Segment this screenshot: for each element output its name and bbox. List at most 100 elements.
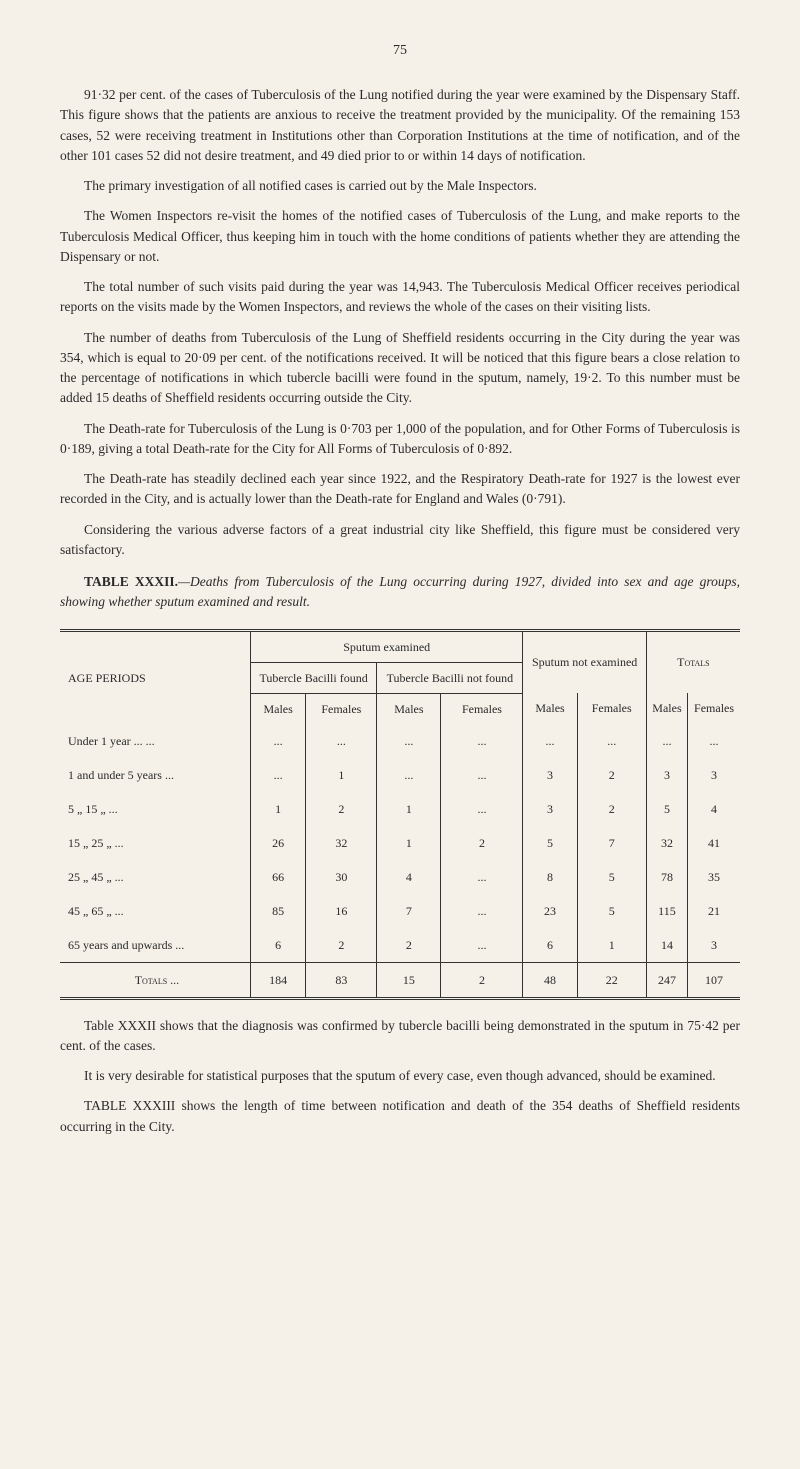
th-females: Females	[306, 693, 377, 724]
cell-totals-label: Totals ...	[60, 962, 250, 998]
cell-value: 3	[646, 758, 687, 792]
table-row: 5 „ 15 „ ...121...3254	[60, 792, 740, 826]
cell-value: 1	[377, 826, 441, 860]
th-males: Males	[377, 693, 441, 724]
cell-age: 1 and under 5 years ...	[60, 758, 250, 792]
cell-value: 3	[523, 792, 577, 826]
cell-total-value: 107	[688, 962, 740, 998]
th-age: AGE PERIODS	[60, 630, 250, 724]
cell-value: 8	[523, 860, 577, 894]
cell-value: 5	[577, 860, 646, 894]
cell-value: 2	[377, 928, 441, 963]
footer-paragraph: TABLE XXXIII shows the length of time be…	[60, 1096, 740, 1137]
cell-age: 45 „ 65 „ ...	[60, 894, 250, 928]
th-females: Females	[688, 693, 740, 724]
cell-value: 1	[377, 792, 441, 826]
table-body: Under 1 year ... .......................…	[60, 724, 740, 999]
cell-value: 30	[306, 860, 377, 894]
cell-value: ...	[441, 792, 523, 826]
cell-total-value: 15	[377, 962, 441, 998]
cell-value: ...	[250, 758, 305, 792]
page-number: 75	[60, 40, 740, 61]
cell-value: 7	[577, 826, 646, 860]
cell-total-value: 2	[441, 962, 523, 998]
cell-value: 2	[577, 792, 646, 826]
th-sputum-examined: Sputum examined	[250, 630, 523, 662]
table-row: 45 „ 65 „ ...85167...23511521	[60, 894, 740, 928]
cell-value: 6	[250, 928, 305, 963]
cell-value: 14	[646, 928, 687, 963]
cell-value: 2	[306, 928, 377, 963]
cell-value: ...	[441, 724, 523, 758]
cell-value: 2	[306, 792, 377, 826]
cell-value: ...	[441, 894, 523, 928]
th-males: Males	[250, 693, 305, 724]
cell-value: ...	[577, 724, 646, 758]
table-row: Under 1 year ... .......................…	[60, 724, 740, 758]
paragraph: The total number of such visits paid dur…	[60, 277, 740, 318]
cell-value: 32	[306, 826, 377, 860]
cell-value: 2	[441, 826, 523, 860]
cell-value: 3	[688, 758, 740, 792]
cell-value: 26	[250, 826, 305, 860]
table-row: 25 „ 45 „ ...66304...857835	[60, 860, 740, 894]
table-title: TABLE XXXII.—Deaths from Tuberculosis of…	[60, 572, 740, 613]
th-males: Males	[646, 693, 687, 724]
cell-age: 5 „ 15 „ ...	[60, 792, 250, 826]
paragraph: The Death-rate has steadily declined eac…	[60, 469, 740, 510]
paragraph: Considering the various adverse factors …	[60, 520, 740, 561]
paragraph: The Death-rate for Tuberculosis of the L…	[60, 419, 740, 460]
th-females: Females	[577, 693, 646, 724]
cell-age: 25 „ 45 „ ...	[60, 860, 250, 894]
cell-age: Under 1 year ... ...	[60, 724, 250, 758]
cell-value: 1	[577, 928, 646, 963]
cell-value: 1	[250, 792, 305, 826]
table-row: 1 and under 5 years ......1......3233	[60, 758, 740, 792]
table-row: 65 years and upwards ...622...61143	[60, 928, 740, 963]
footer-paragraph: Table XXXII shows that the diagnosis was…	[60, 1016, 740, 1057]
th-sputum-not-examined: Sputum not examined	[523, 630, 646, 693]
cell-total-value: 247	[646, 962, 687, 998]
cell-value: 4	[688, 792, 740, 826]
cell-value: ...	[441, 860, 523, 894]
paragraph: The Women Inspectors re-visit the homes …	[60, 206, 740, 267]
paragraph: 91·32 per cent. of the cases of Tubercul…	[60, 85, 740, 166]
th-males: Males	[523, 693, 577, 724]
footer-paragraph: It is very desirable for statistical pur…	[60, 1066, 740, 1086]
cell-value: 78	[646, 860, 687, 894]
th-bacilli-not-found: Tubercle Bacilli not found	[377, 662, 523, 693]
cell-value: 41	[688, 826, 740, 860]
cell-age: 65 years and upwards ...	[60, 928, 250, 963]
cell-value: 115	[646, 894, 687, 928]
cell-value: 85	[250, 894, 305, 928]
cell-value: 35	[688, 860, 740, 894]
cell-total-value: 22	[577, 962, 646, 998]
cell-total-value: 184	[250, 962, 305, 998]
cell-value: ...	[306, 724, 377, 758]
cell-value: ...	[688, 724, 740, 758]
cell-value: 3	[688, 928, 740, 963]
cell-value: 23	[523, 894, 577, 928]
paragraph: The primary investigation of all notifie…	[60, 176, 740, 196]
table-title-bold: TABLE XXXII.	[84, 574, 178, 589]
cell-value: 66	[250, 860, 305, 894]
cell-value: ...	[377, 724, 441, 758]
cell-value: 3	[523, 758, 577, 792]
cell-value: 1	[306, 758, 377, 792]
cell-value: 2	[577, 758, 646, 792]
cell-total-value: 48	[523, 962, 577, 998]
cell-value: ...	[646, 724, 687, 758]
cell-value: 5	[523, 826, 577, 860]
cell-total-value: 83	[306, 962, 377, 998]
cell-value: ...	[377, 758, 441, 792]
cell-value: 21	[688, 894, 740, 928]
cell-value: 16	[306, 894, 377, 928]
cell-value: ...	[523, 724, 577, 758]
cell-value: 5	[577, 894, 646, 928]
cell-value: 6	[523, 928, 577, 963]
th-bacilli-found: Tubercle Bacilli found	[250, 662, 376, 693]
cell-age: 15 „ 25 „ ...	[60, 826, 250, 860]
deaths-table: AGE PERIODS Sputum examined Sputum not e…	[60, 629, 740, 1000]
table-row: 15 „ 25 „ ...263212573241	[60, 826, 740, 860]
cell-value: ...	[250, 724, 305, 758]
